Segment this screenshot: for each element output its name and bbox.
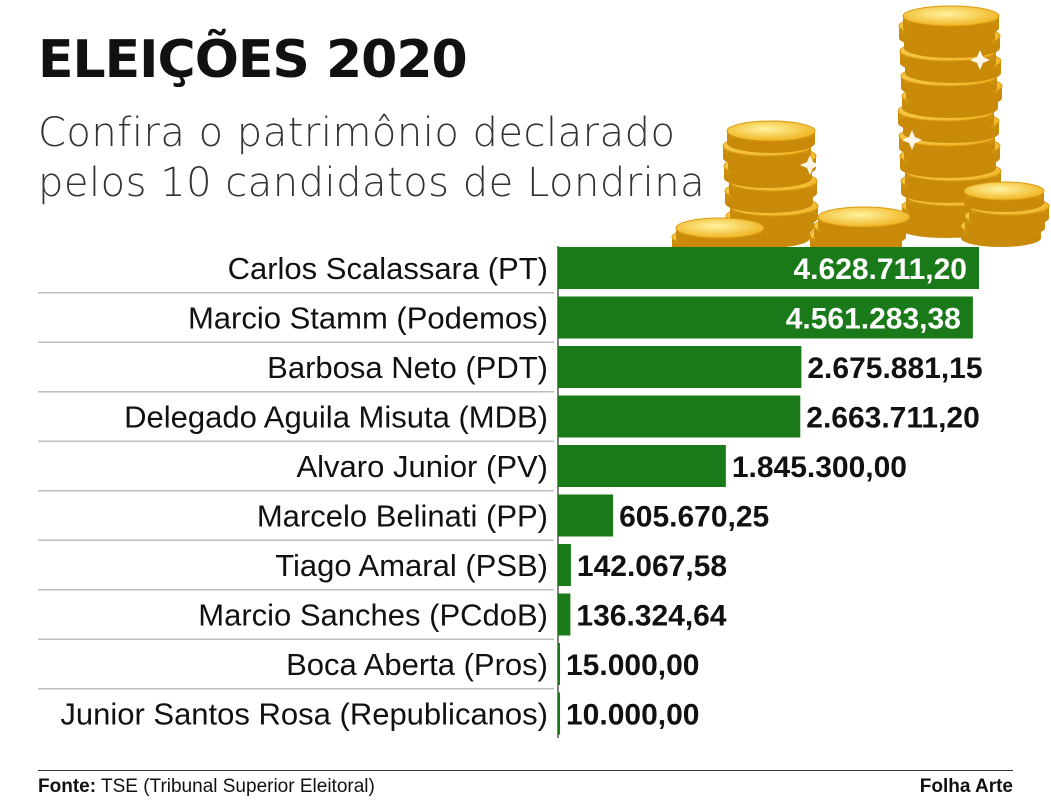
- assets-bar-chart: Carlos Scalassara (PT) Marcio Stamm (Pode…: [38, 246, 983, 738]
- bar: [558, 593, 571, 636]
- subtitle-line-1: Confira o patrimônio declarado: [38, 110, 676, 156]
- candidate-labels: Carlos Scalassara (PT) Marcio Stamm (Pode…: [60, 251, 548, 732]
- credit-label: Folha Arte: [919, 776, 1013, 797]
- candidate-label: Boca Aberta (Pros): [286, 647, 548, 682]
- bar: [558, 346, 802, 388]
- page-title: ELEIÇÕES 2020: [38, 30, 468, 90]
- coin-face: [902, 5, 1000, 27]
- candidate-label: Carlos Scalassara (PT): [228, 251, 548, 286]
- source-label: Fonte:: [38, 776, 97, 797]
- candidate-label: Marcio Sanches (PCdoB): [198, 598, 548, 633]
- value-label: 2.675.881,15: [807, 352, 982, 385]
- candidate-label: Marcelo Belinati (PP): [257, 499, 548, 534]
- value-label: 2.663.711,20: [806, 402, 980, 435]
- value-label: 1.845.300,00: [732, 451, 907, 484]
- bar: [558, 643, 560, 685]
- subtitle: Confira o patrimônio declarado pelos 10 …: [38, 108, 705, 208]
- footer-divider: [38, 770, 1013, 771]
- sparkle-icon: [800, 155, 820, 175]
- bar: [558, 247, 979, 289]
- bar: [558, 296, 973, 339]
- candidate-label: Alvaro Junior (PV): [296, 449, 548, 484]
- bar: [558, 494, 614, 537]
- source-text: TSE (Tribunal Superior Eleitoral): [100, 776, 375, 797]
- candidate-label: Delegado Aguila Misuta (MDB): [124, 400, 548, 435]
- coin-face: [675, 217, 765, 239]
- row-separators: [38, 292, 554, 690]
- bars: [558, 247, 979, 735]
- candidate-label: Tiago Amaral (PSB): [275, 548, 548, 583]
- candidate-label: Marcio Stamm (Podemos): [188, 301, 548, 336]
- value-label: 136.324,64: [576, 600, 726, 633]
- footer: Fonte: TSE (Tribunal Superior Eleitoral)…: [38, 776, 1013, 798]
- candidate-label: Barbosa Neto (PDT): [267, 350, 548, 385]
- value-label: 605.670,25: [619, 501, 769, 534]
- value-label: 10.000,00: [566, 699, 699, 732]
- subtitle-line-2: pelos 10 candidatos de Londrina: [38, 160, 706, 206]
- value-label: 4.561.283,38: [786, 303, 961, 336]
- value-label: 4.628.711,20: [793, 253, 967, 286]
- value-labels: 4.628.711,20 4.561.283,38 2.675.881,15 2.66…: [566, 253, 983, 732]
- coin-face: [817, 206, 911, 228]
- bar: [558, 395, 801, 438]
- bar: [558, 692, 560, 735]
- bar: [558, 445, 726, 487]
- bar: [558, 544, 571, 586]
- value-label: 15.000,00: [566, 649, 699, 682]
- sparkle-icon: [902, 130, 922, 150]
- coin-face: [963, 181, 1045, 201]
- gold-coins-illustration: [671, 5, 1050, 255]
- value-label: 142.067,58: [577, 550, 727, 583]
- sparkle-icon: [970, 50, 990, 70]
- coin-face: [726, 120, 816, 142]
- candidate-label: Junior Santos Rosa (Republicanos): [60, 697, 548, 732]
